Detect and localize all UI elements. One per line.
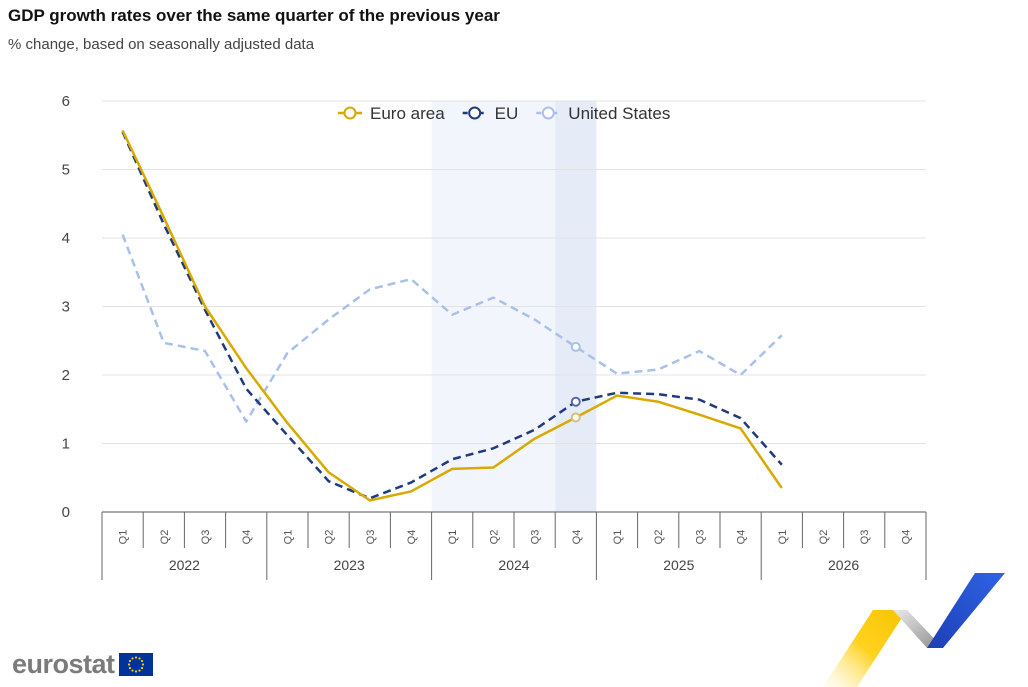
x-tick-label: Q4 — [736, 530, 748, 545]
x-tick-label: Q1 — [282, 530, 294, 545]
series-line-united-states — [121, 234, 783, 423]
x-tick-label: Q3 — [200, 530, 212, 545]
legend-label: EU — [495, 104, 519, 123]
series-line-euro-area — [121, 129, 783, 502]
x-tick-label: Q2 — [159, 530, 171, 545]
chart-title: GDP growth rates over the same quarter o… — [8, 6, 500, 25]
x-tick-label: Q1 — [118, 530, 130, 545]
y-tick-label: 4 — [62, 230, 70, 247]
y-tick-label: 0 — [62, 504, 70, 521]
x-tick-label: Q4 — [900, 530, 912, 545]
flag-star — [128, 666, 131, 669]
y-tick-label: 6 — [62, 93, 70, 110]
logo-text: eurostat — [12, 648, 115, 679]
x-tick-label: Q2 — [653, 530, 665, 545]
x-tick-label: Q4 — [571, 530, 583, 545]
flag-star — [130, 668, 134, 672]
flag-star — [141, 662, 144, 666]
flag-star — [137, 668, 141, 672]
flag-star — [134, 655, 137, 659]
series-lines — [121, 129, 783, 502]
gridlines — [102, 100, 926, 444]
y-tick-label: 2 — [62, 367, 70, 384]
x-tick-label: Q3 — [365, 530, 377, 545]
flag-star — [134, 669, 137, 673]
data-point-marker — [570, 412, 581, 423]
legend-marker — [343, 106, 357, 120]
legend-label: United States — [568, 104, 670, 123]
x-tick-label: Q3 — [859, 530, 871, 545]
flag-star — [130, 656, 134, 660]
x-tick-label: Q4 — [406, 530, 418, 545]
x-tick-label: Q2 — [324, 530, 336, 545]
flag-star — [128, 659, 131, 662]
data-point-marker — [570, 396, 581, 407]
x-axis: Q1 Q2 Q3 Q4 Q1 Q2 Q3 Q4 Q1 Q2 Q3 Q4 Q1 Q2 Q3 Q4 Q1 Q2 Q3 Q4… — [101, 511, 927, 580]
x-tick-label: Q3 — [694, 530, 706, 545]
chart-subtitle: % change, based on seasonally adjusted d… — [8, 36, 315, 53]
year-label: 2023 — [334, 557, 365, 573]
gdp-line-chart: 0 1 2 3 4 5 6 Q1 Q2 Q3 Q4 Q1 Q2 Q3 Q4 Q1 Q2 Q3 Q4 Q1 Q2 Q3 Q4… — [62, 93, 927, 580]
legend-marker — [468, 106, 482, 120]
year-label: 2024 — [498, 557, 529, 573]
legend-marker — [541, 106, 555, 120]
y-axis-ticks: 0 1 2 3 4 5 6 — [62, 93, 70, 521]
year-label: 2026 — [828, 557, 859, 573]
legend: Euro area EU United States — [338, 104, 670, 123]
x-tick-label: Q1 — [447, 530, 459, 545]
legend-label: Euro area — [370, 104, 445, 123]
x-tick-label: Q1 — [777, 530, 789, 545]
eurostat-swoosh-graphic — [823, 573, 1005, 687]
flag-star — [140, 659, 143, 662]
y-tick-label: 5 — [62, 162, 70, 179]
flag-star — [140, 666, 143, 669]
y-tick-label: 1 — [62, 436, 70, 453]
flag-star — [127, 662, 130, 666]
data-point-marker — [570, 341, 581, 352]
x-tick-label: Q3 — [530, 530, 542, 545]
year-label: 2022 — [169, 557, 200, 573]
year-label: 2025 — [663, 557, 694, 573]
x-tick-label: Q4 — [241, 530, 253, 545]
x-tick-label: Q2 — [488, 530, 500, 545]
x-tick-label: Q2 — [818, 530, 830, 545]
y-tick-label: 3 — [62, 299, 70, 316]
flag-star — [137, 656, 141, 660]
eurostat-logo: eurostat — [12, 648, 153, 680]
eu-flag-icon — [118, 652, 153, 676]
x-tick-label: Q1 — [612, 530, 624, 545]
